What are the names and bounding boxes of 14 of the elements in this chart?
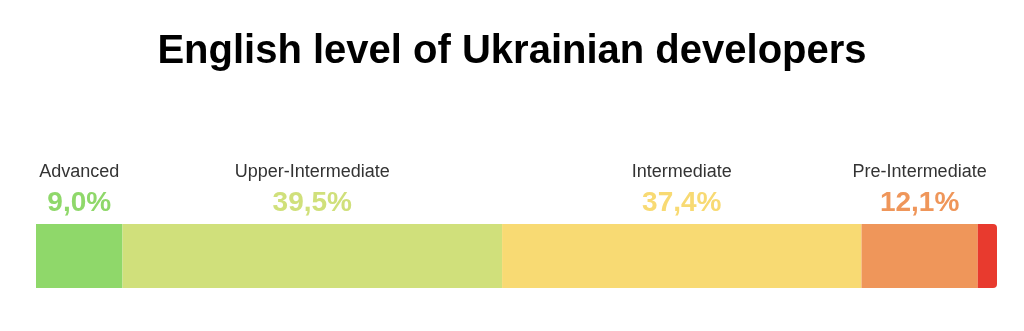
bar <box>502 224 862 288</box>
bar <box>977 224 997 288</box>
text: Advanced <box>39 161 120 181</box>
text: Pre-Intermediate <box>852 161 987 181</box>
data-label: 9,0% <box>47 185 112 217</box>
bar <box>861 224 978 288</box>
bar <box>36 224 123 288</box>
data-label: 12,1% <box>879 185 960 217</box>
data-label: 37,4% <box>642 185 722 217</box>
bar <box>122 224 503 288</box>
text: Upper-Intermediate <box>234 161 390 181</box>
data-label: 39,5% <box>272 185 353 217</box>
text: Intermediate <box>631 161 732 181</box>
chart-title: English level of Ukrainian developers <box>157 27 867 71</box>
